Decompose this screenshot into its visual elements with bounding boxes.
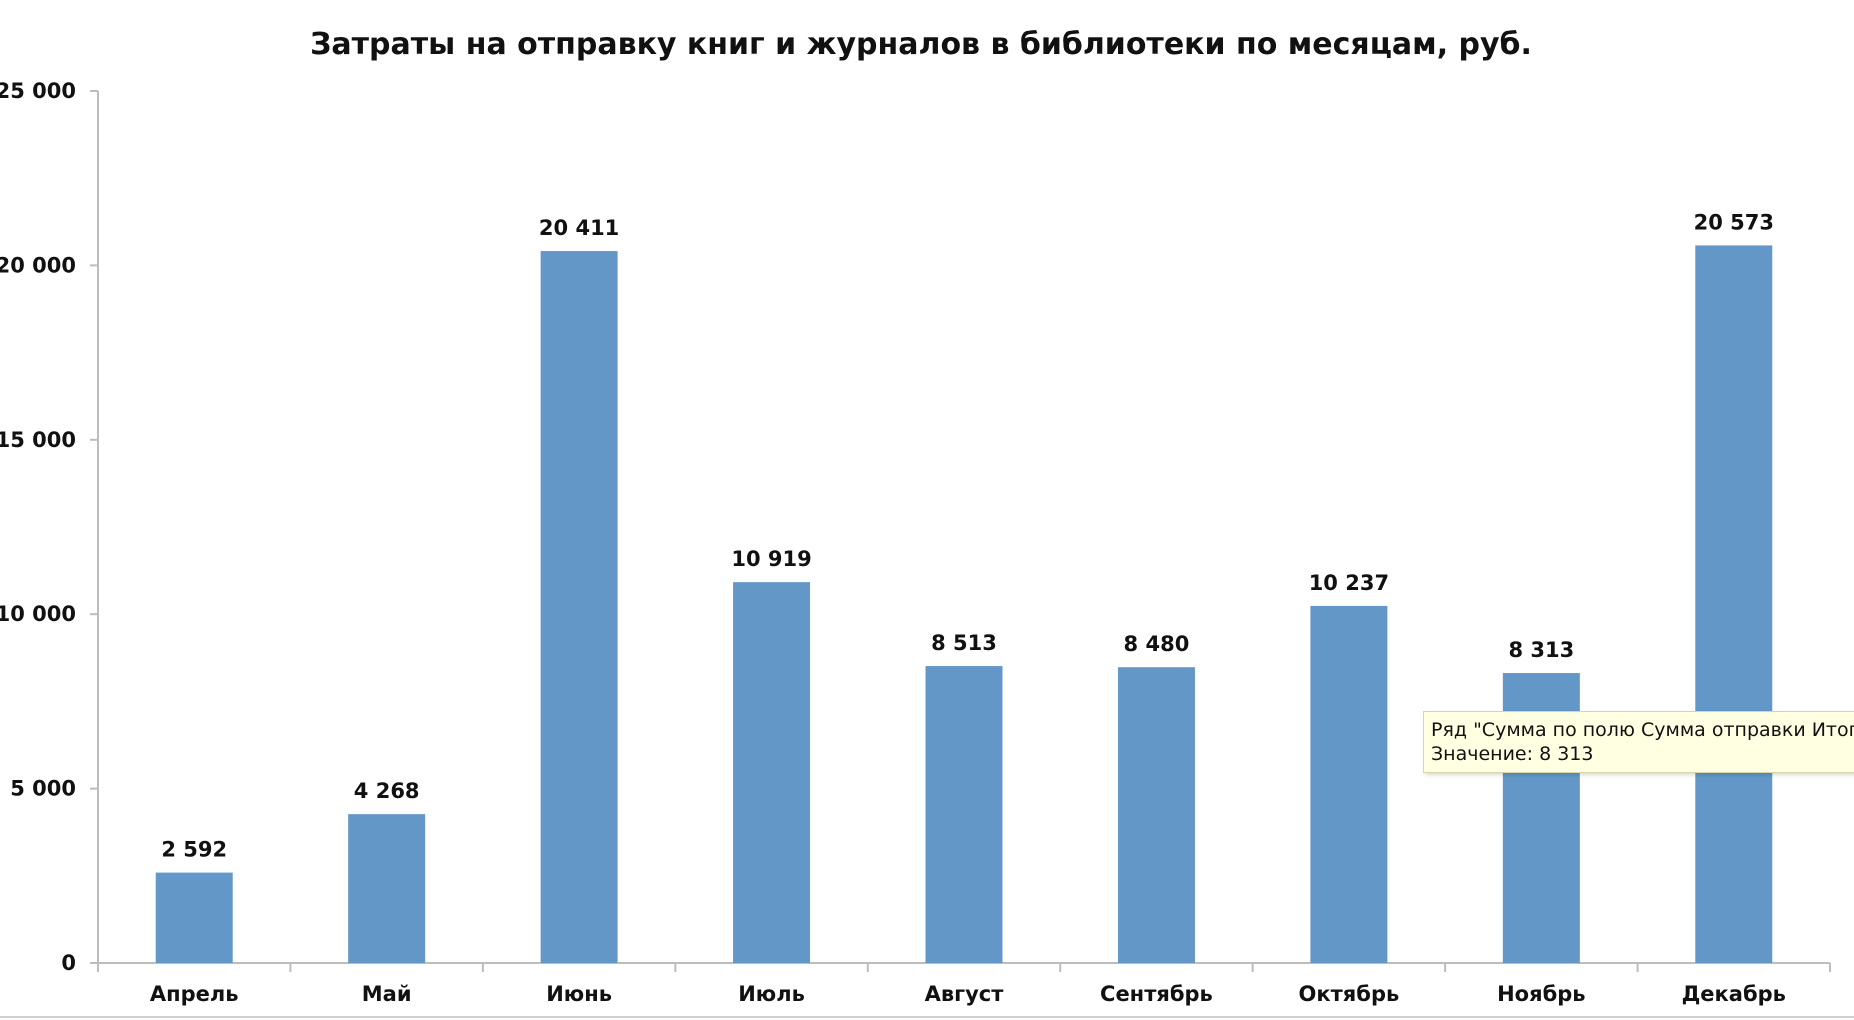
data-label: 20 411 [539,216,619,240]
chart-tooltip: Ряд "Сумма по полю Сумма отправки Итог" … [1423,711,1854,773]
x-tick-label: Май [362,982,412,1006]
x-tick-label: Сентябрь [1100,982,1213,1006]
bars: 2 592 4 268 20 411 10 919 8 513 8 480 10 237 8 … [155,210,1774,963]
data-label: 8 313 [1508,638,1574,662]
bar[interactable] [540,251,618,963]
x-tick-label: Декабрь [1682,982,1786,1006]
tooltip-series: Ряд "Сумма по полю Сумма отправки Итог" [1431,719,1854,741]
y-tick-label: 0 [61,951,76,975]
y-tick-label: 5 000 [10,777,76,801]
x-tick-label: Апрель [150,982,239,1006]
y-tick-label: 15 000 [0,428,76,452]
tooltip-value: Значение: 8 313 [1431,743,1594,765]
x-tick-label: Октябрь [1299,982,1400,1006]
x-tick-label: Июнь [546,982,612,1006]
bottom-divider [0,1016,1854,1018]
bar[interactable] [1117,667,1195,963]
chart-title: Затраты на отправку книг и журналов в би… [310,27,1532,62]
x-axis: Апрель Май Июнь Июль Август Сентябрь Октябрь Но… [97,962,1831,1006]
bar[interactable] [733,582,811,963]
data-label: 10 919 [731,547,811,571]
y-axis: 0 5 000 10 000 15 000 20 000 25 000 [0,79,99,975]
x-tick-label: Ноябрь [1497,982,1585,1006]
bar[interactable] [1695,245,1773,963]
y-tick-label: 10 000 [0,602,76,626]
bar[interactable] [155,872,233,963]
bar[interactable] [925,666,1003,963]
data-label: 20 573 [1694,210,1774,234]
bar[interactable] [1310,605,1388,963]
y-tick-label: 25 000 [0,79,76,103]
data-label: 8 513 [931,631,997,655]
data-label: 10 237 [1309,571,1389,595]
data-label: 8 480 [1124,632,1190,656]
bar[interactable] [348,814,426,963]
y-tick-label: 20 000 [0,253,76,277]
x-tick-label: Август [925,982,1005,1006]
x-tick-label: Июль [738,982,805,1006]
data-label: 4 268 [354,779,420,803]
data-label: 2 592 [161,838,227,862]
